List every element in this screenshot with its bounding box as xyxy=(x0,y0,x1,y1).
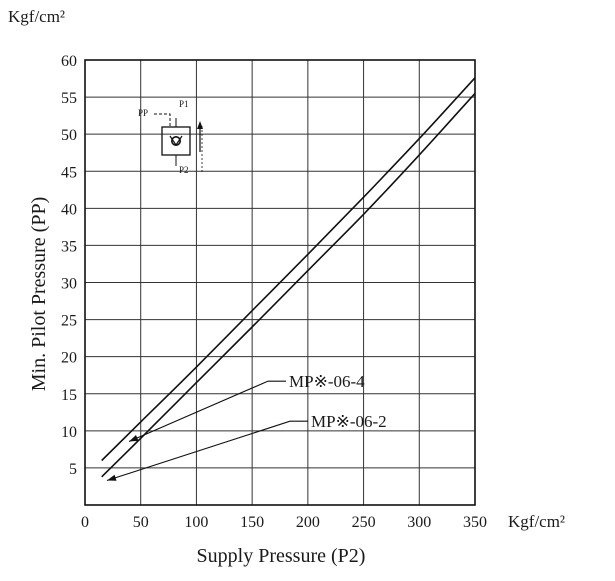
y-tick-label: 35 xyxy=(61,238,77,255)
x-tick-label: 100 xyxy=(184,514,208,531)
y-tick-label: 5 xyxy=(69,461,77,478)
y-axis-label: Min. Pilot Pressure (PP) xyxy=(28,197,50,391)
y-tick-label: 45 xyxy=(61,164,77,181)
x-tick-label: 0 xyxy=(81,514,89,531)
plot-frame xyxy=(84,59,476,506)
inset-label-p1: P1 xyxy=(179,99,189,109)
y-tick-label: 50 xyxy=(61,127,77,144)
y-tick-label: 25 xyxy=(61,313,77,330)
x-tick-label: 50 xyxy=(133,514,149,531)
annotation-leader xyxy=(128,380,286,442)
series-lines xyxy=(101,77,476,478)
y-tick-label: 20 xyxy=(61,350,77,367)
x-tick-labels: 0 50 100 150 200 250 300 350 xyxy=(81,514,487,531)
x-tick-label: 350 xyxy=(463,514,487,531)
annotation-arrowhead xyxy=(107,474,117,481)
y-tick-label: 55 xyxy=(61,90,77,107)
inset-label-p2: P2 xyxy=(179,165,189,175)
y-axis-unit: Kgf/cm² xyxy=(8,7,65,26)
y-tick-label: 10 xyxy=(61,424,77,441)
annotation-arrowhead xyxy=(129,434,139,442)
y-tick-label: 60 xyxy=(61,53,77,70)
x-tick-label: 200 xyxy=(296,514,320,531)
y-tick-label: 15 xyxy=(61,387,77,404)
series-line-2 xyxy=(101,92,476,478)
y-tick-labels: 5 10 15 20 25 30 35 40 45 50 55 60 xyxy=(61,53,77,478)
annotation-leader xyxy=(106,420,308,482)
valve-symbol-icon: PP P1 P2 xyxy=(138,99,203,175)
y-tick-label: 40 xyxy=(61,201,77,218)
inset-label-pp: PP xyxy=(138,108,148,118)
grid-lines xyxy=(85,60,475,505)
x-tick-label: 150 xyxy=(240,514,264,531)
series-line-1 xyxy=(101,77,476,462)
x-tick-label: 250 xyxy=(352,514,376,531)
y-tick-label: 30 xyxy=(61,276,77,293)
series-annotations: MP※-06-4 MP※-06-2 xyxy=(106,372,387,482)
x-tick-label: 300 xyxy=(407,514,431,531)
x-axis-unit: Kgf/cm² xyxy=(508,512,565,531)
x-axis-label: Supply Pressure (P2) xyxy=(197,545,366,567)
series-label-1: MP※-06-4 xyxy=(289,372,365,391)
series-label-2: MP※-06-2 xyxy=(311,412,387,431)
